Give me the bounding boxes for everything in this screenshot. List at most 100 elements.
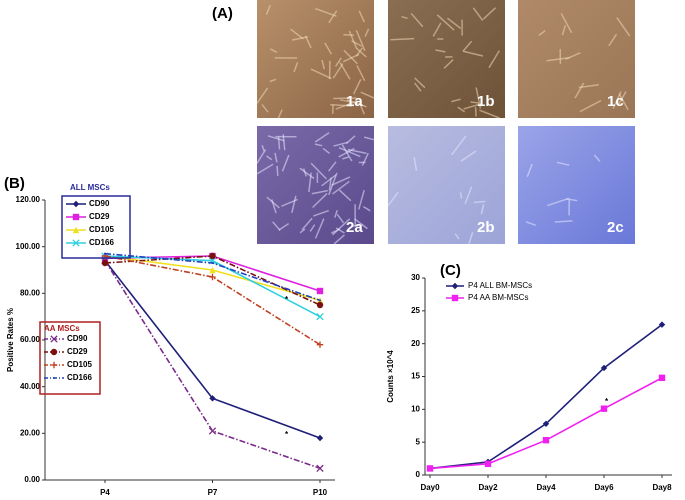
cell [432, 22, 442, 37]
cell [414, 77, 426, 89]
legend-label: P4 AA BM-MSCs [468, 293, 528, 302]
cell [470, 101, 479, 104]
marker [451, 282, 459, 290]
y-tick-label: 100.00 [16, 242, 41, 251]
cell [333, 234, 345, 245]
marker [316, 464, 324, 472]
cell [342, 156, 350, 160]
cell [265, 4, 271, 15]
panel-label: (A) [212, 5, 233, 22]
cell [355, 47, 364, 57]
legend-box [39, 321, 101, 395]
y-tick-label: 120.00 [16, 195, 41, 204]
cell [271, 199, 277, 214]
cell [574, 82, 585, 99]
cell [256, 149, 267, 164]
cell [299, 228, 306, 234]
marker [72, 239, 80, 247]
marker [72, 213, 80, 221]
legend-title: AA MSCs [44, 324, 80, 333]
y-tick-label: 20 [411, 339, 420, 348]
cell [291, 195, 297, 213]
marker [209, 273, 216, 281]
annotation: * [285, 430, 289, 439]
legend-label: CD90 [67, 334, 88, 343]
cell [459, 192, 463, 199]
marker [211, 262, 214, 264]
image-label: 1a [346, 93, 363, 110]
cell [338, 147, 361, 158]
x-tick-label: P10 [313, 488, 328, 497]
cell [526, 163, 533, 178]
cell [267, 135, 285, 142]
x-tick-label: Day0 [420, 483, 440, 492]
cell [561, 25, 566, 36]
cell [333, 97, 357, 100]
cell [554, 220, 573, 223]
annotation: * [285, 295, 289, 304]
cell [479, 109, 500, 119]
cell [410, 12, 424, 28]
y-tick-label: 25 [411, 306, 420, 315]
cell [309, 224, 316, 232]
legend-label: CD166 [89, 238, 114, 247]
image-label: 2c [607, 219, 624, 236]
marker [484, 460, 492, 468]
marker [316, 287, 324, 295]
cell [278, 222, 290, 231]
cell [330, 103, 353, 107]
micrograph [388, 126, 505, 244]
cell [355, 30, 366, 52]
cell [546, 56, 570, 62]
cell [451, 98, 461, 103]
marker [208, 427, 217, 435]
x-tick-label: Day4 [536, 483, 556, 492]
cell [336, 213, 345, 224]
cell [338, 147, 355, 158]
cell [451, 135, 467, 156]
cell [334, 57, 342, 67]
cell [351, 40, 363, 47]
annotation: * [605, 397, 609, 406]
cell [354, 218, 368, 230]
cell [274, 152, 278, 163]
cell [556, 161, 570, 166]
cell [345, 135, 356, 145]
x-tick-label: Day2 [478, 483, 498, 492]
image-label: 2b [477, 219, 495, 236]
image-label: 1b [477, 93, 495, 110]
cell [414, 82, 422, 92]
marker [316, 313, 324, 321]
marker [209, 266, 216, 274]
legend-label: CD166 [67, 373, 92, 382]
cell [256, 163, 274, 175]
cell [338, 189, 352, 202]
cell [272, 221, 281, 231]
cell [343, 49, 358, 65]
legend-label: CD105 [67, 360, 92, 369]
panel-label: (B) [4, 175, 25, 192]
cell [281, 198, 298, 207]
marker [209, 395, 216, 402]
cell [277, 136, 281, 150]
legend-label: CD29 [89, 212, 110, 221]
cell [328, 10, 338, 24]
marker [542, 436, 550, 444]
cell [361, 152, 369, 166]
y-tick-label: 5 [416, 437, 421, 446]
cell [352, 79, 362, 95]
cell [291, 36, 308, 41]
image-label: 1c [607, 93, 624, 110]
cell [413, 157, 418, 171]
cell [333, 141, 349, 147]
legend-box [61, 195, 131, 259]
cell [269, 48, 278, 54]
y-tick-label: 0 [416, 470, 421, 479]
marker [658, 374, 666, 382]
marker [104, 252, 106, 255]
cell [339, 99, 351, 103]
y-axis-label: Positive Rates % [6, 308, 15, 372]
series-line [104, 255, 321, 318]
cell [525, 221, 536, 227]
